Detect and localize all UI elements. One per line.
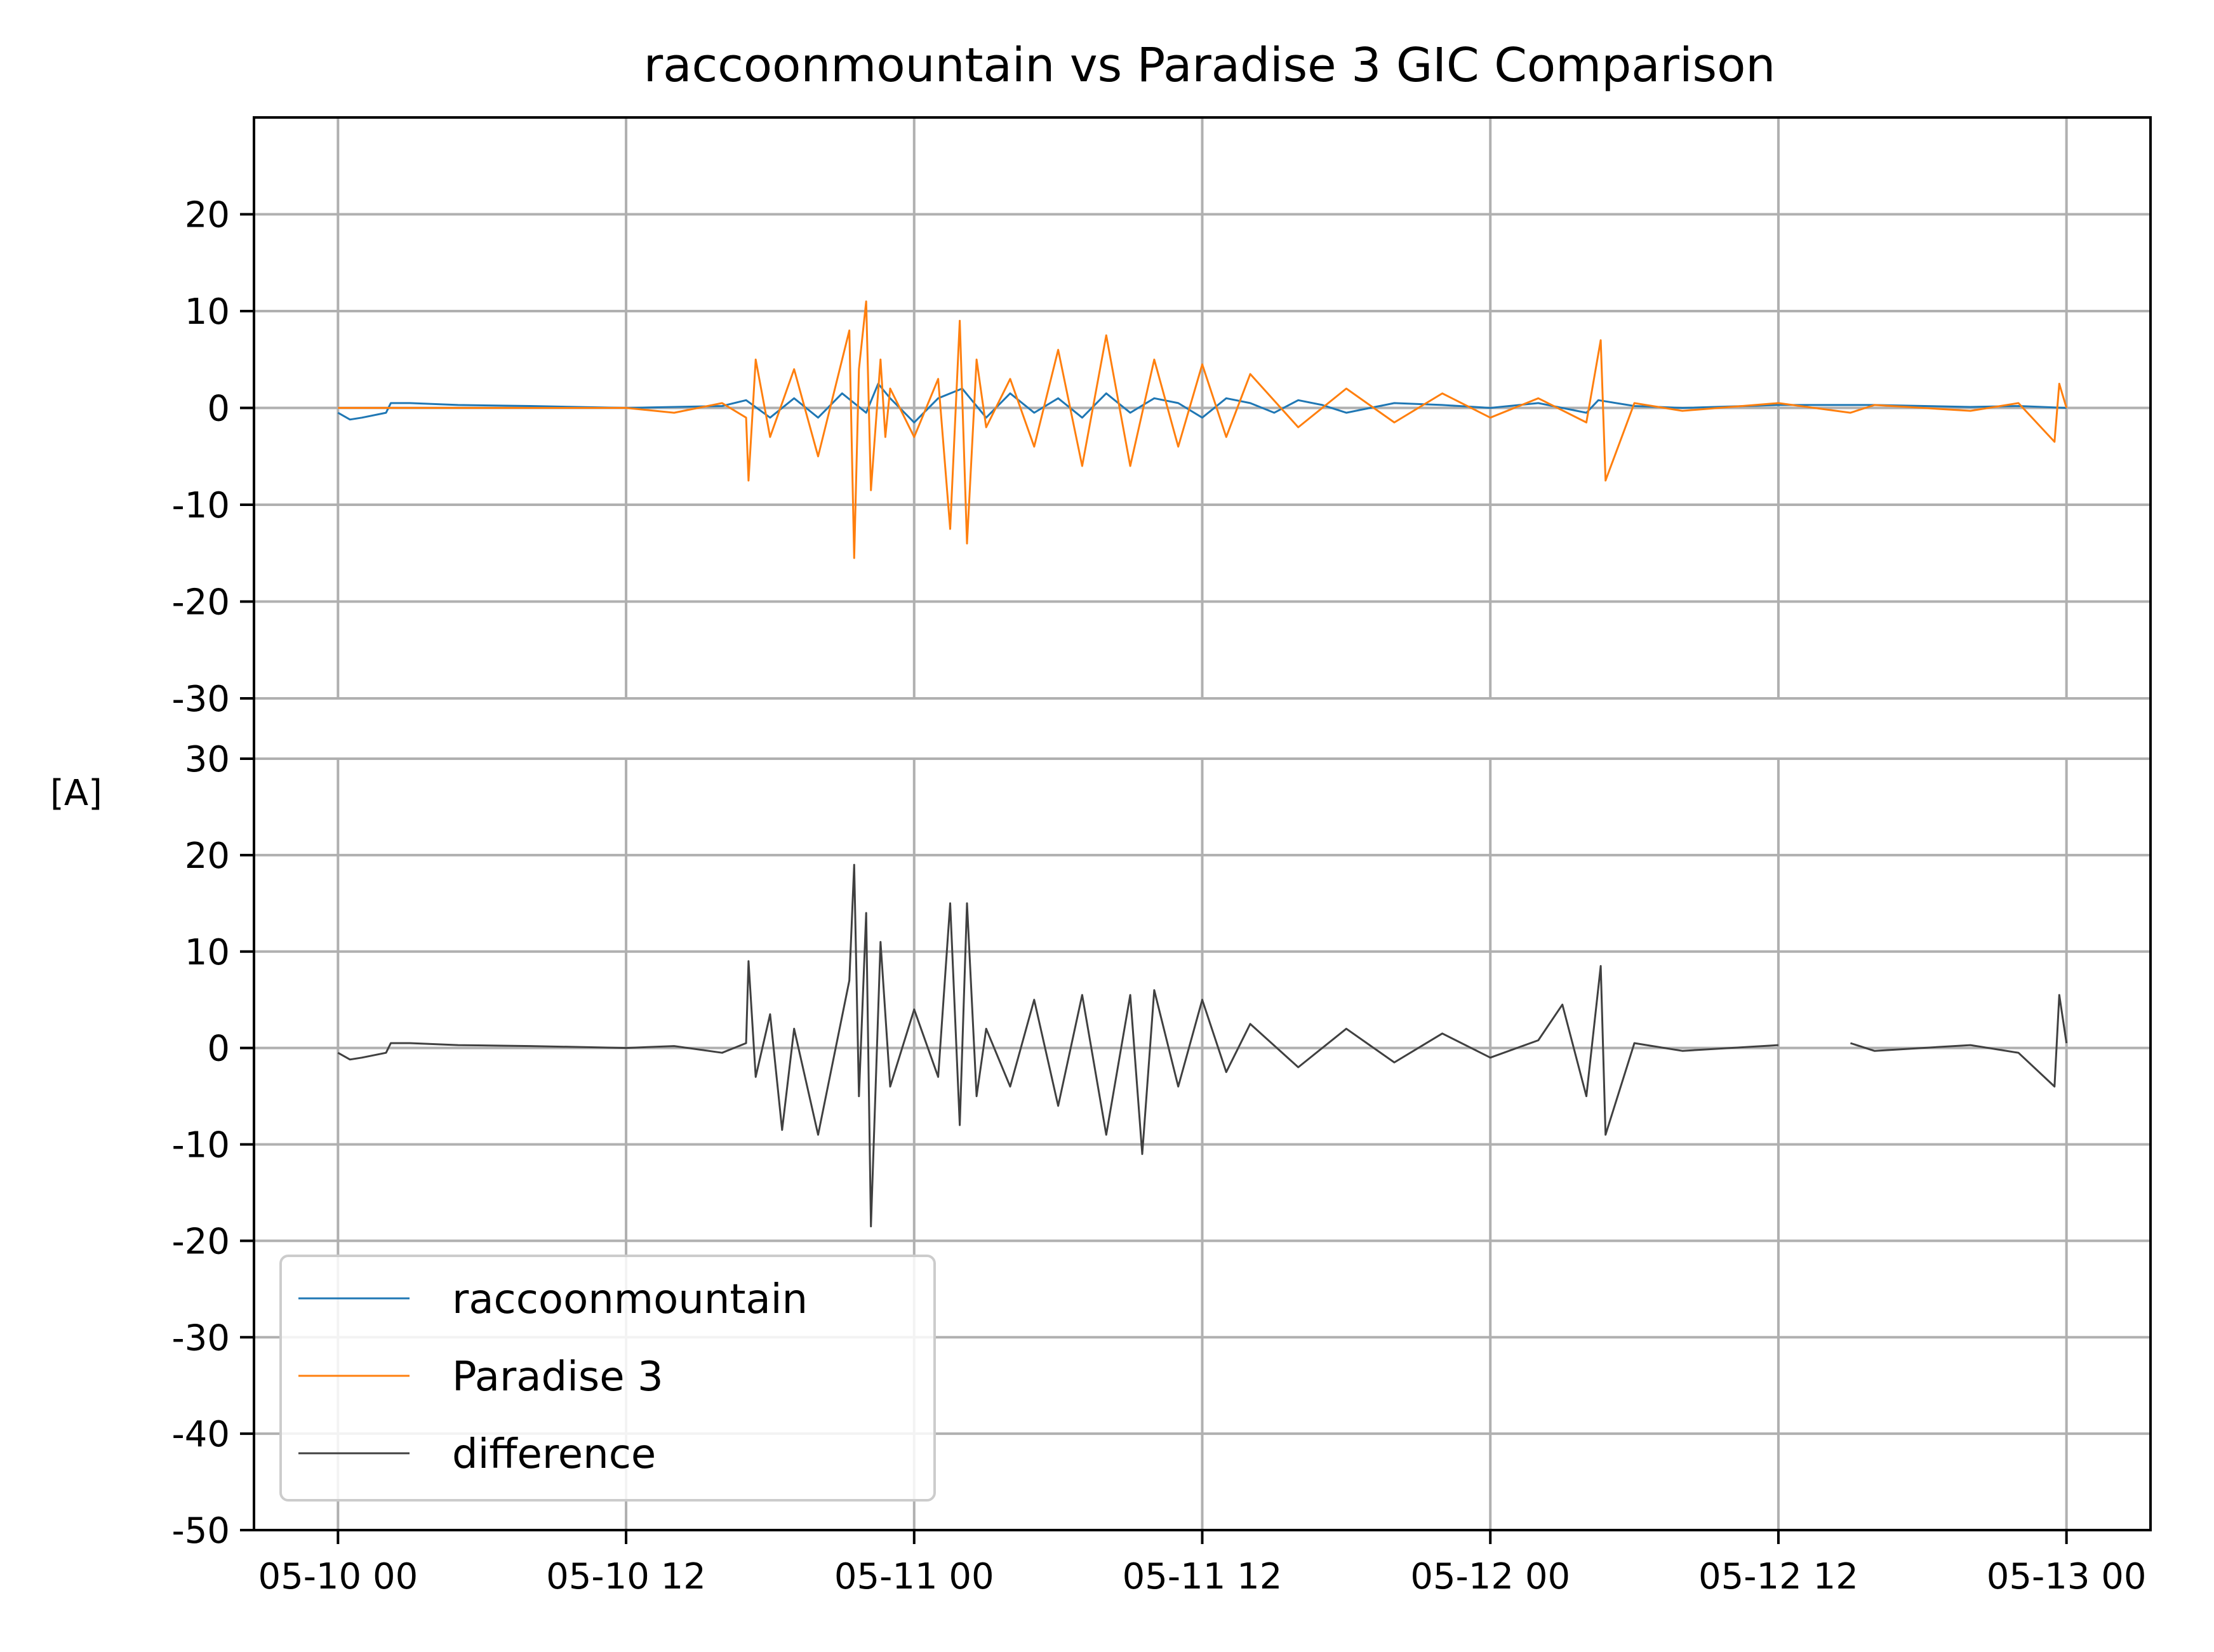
y-tick-label: 20	[185, 836, 230, 877]
x-tick-label: 05-13 00	[1987, 1556, 2147, 1597]
y-tick-label: 30	[185, 739, 230, 780]
chart-legend: raccoonmountain Paradise 3 difference	[279, 1255, 936, 1502]
chart-title: raccoonmountain vs Paradise 3 GIC Compar…	[644, 38, 1776, 93]
x-tick-label: 05-12 12	[1698, 1556, 1858, 1597]
y-tick-label: -50	[172, 1510, 230, 1552]
x-tick-label: 05-10 12	[546, 1556, 706, 1597]
y-tick-label: -30	[172, 1317, 230, 1359]
y-axis-label: [A]	[50, 773, 102, 814]
y-tick-label: -20	[172, 582, 230, 623]
y-tick-label: -10	[172, 1125, 230, 1166]
legend-label-paradise: Paradise 3	[452, 1354, 664, 1401]
y-tick-label: 20	[185, 195, 230, 236]
y-tick-label: 0	[207, 389, 230, 430]
legend-label-raccoonmountain: raccoonmountain	[452, 1276, 808, 1323]
panel-1: 20 10 0 -10 -20 -30	[172, 117, 2151, 720]
series-line-raccoonmountain	[337, 382, 2067, 423]
y-tick-label: -40	[172, 1414, 230, 1455]
series-line-paradise-3	[338, 300, 2068, 559]
x-tick-label: 05-11 12	[1123, 1556, 1283, 1597]
x-tick-label: 05-10 00	[258, 1556, 418, 1597]
x-tick-label: 05-12 00	[1410, 1556, 1570, 1597]
y-tick-label: -30	[172, 679, 230, 720]
legend-label-difference: difference	[452, 1431, 656, 1478]
panels-layer: 20 10 0 -10 -20 -30 30 20 10 0 -10 -20 -30 -40 -50 05-1…	[172, 116, 2152, 1597]
series-line-difference	[337, 863, 2068, 1228]
y-tick-label: 10	[185, 932, 230, 973]
y-tick-label: -20	[172, 1221, 230, 1262]
y-tick-label: 0	[207, 1029, 230, 1070]
y-tick-label: 10	[185, 291, 230, 333]
legend-box	[279, 1255, 936, 1502]
x-tick-label: 05-11 00	[834, 1556, 994, 1597]
y-tick-label: -10	[172, 485, 230, 526]
